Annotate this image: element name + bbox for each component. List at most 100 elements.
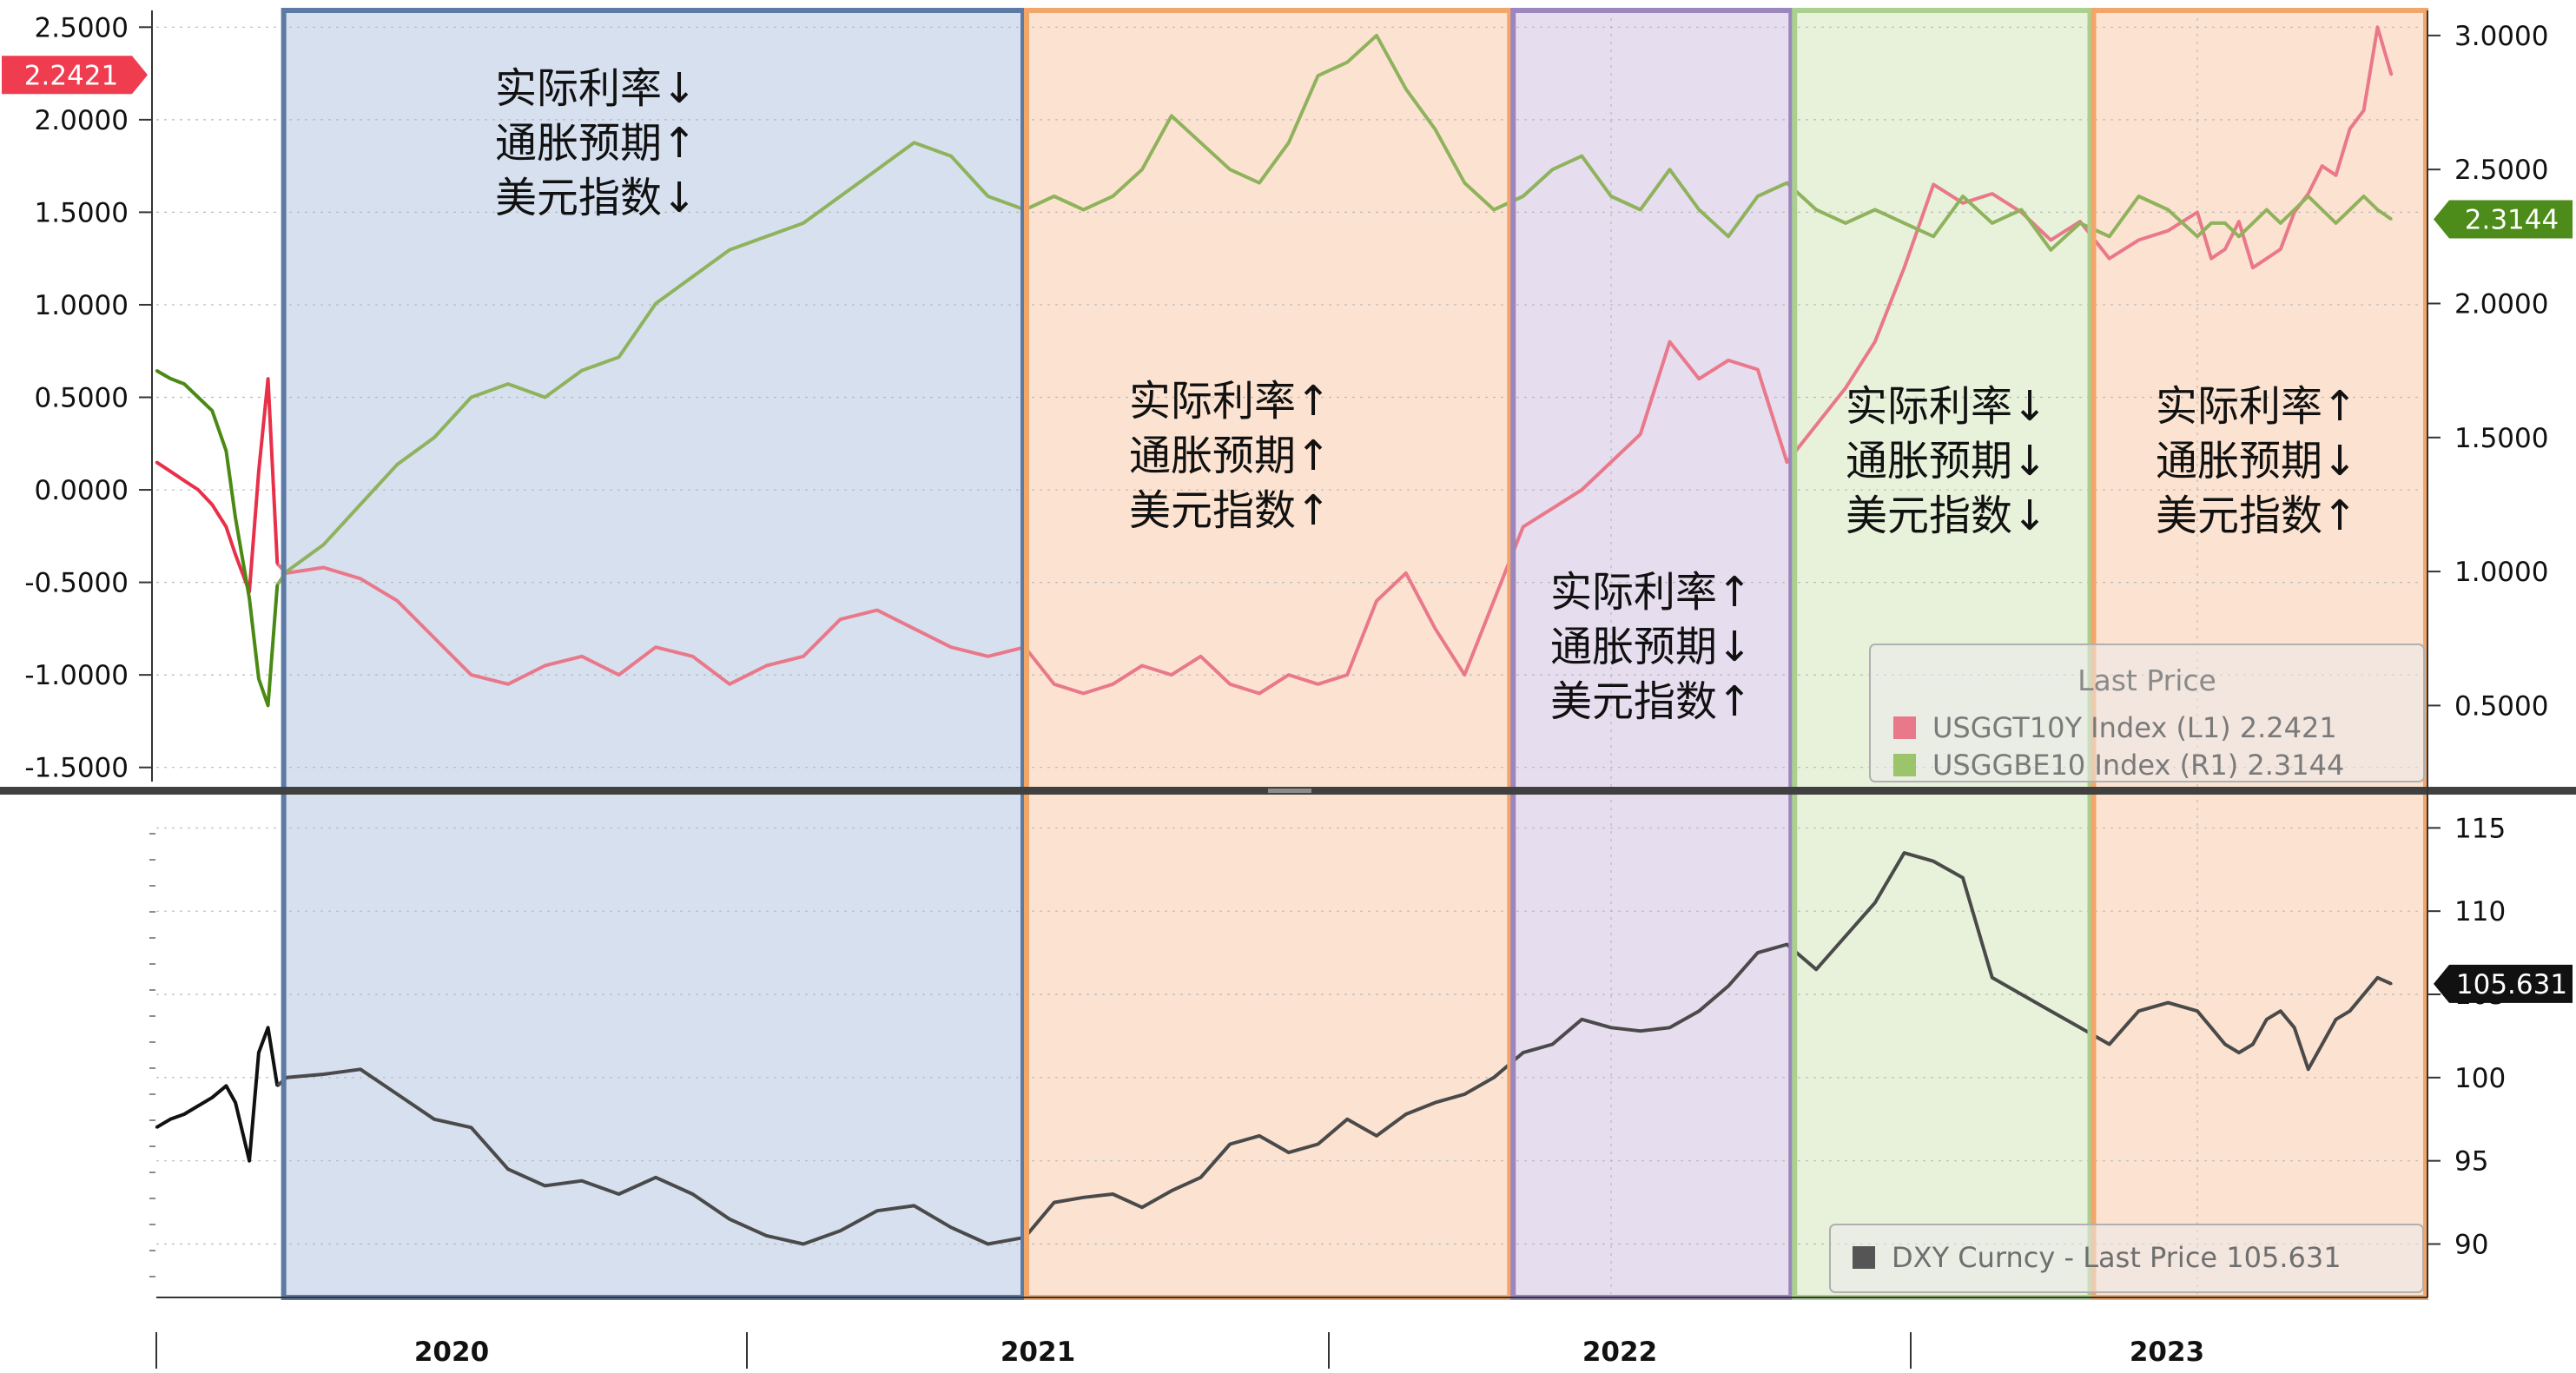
usggt10y-point: [1698, 378, 1701, 380]
usggt10y-line-pre: [155, 377, 280, 594]
usggt10y-point: [2137, 239, 2140, 241]
usggbe10-point: [2223, 221, 2227, 225]
regime-2-label: 通胀预期↑: [1129, 432, 1331, 480]
usggbe10-point: [168, 377, 172, 380]
usggt10y-point: [182, 479, 186, 482]
usggbe10-point: [2020, 208, 2023, 211]
usggt10y-point: [2237, 220, 2241, 223]
usggbe10-point: [1082, 208, 1085, 211]
dxy-point: [1287, 1151, 1291, 1154]
usggbe10-point: [1229, 168, 1232, 171]
usggt10y-point: [1112, 683, 1114, 685]
dxy-point: [396, 1092, 399, 1096]
dxy-point: [1873, 901, 1876, 904]
usggt10y-point: [2390, 74, 2393, 76]
dxy-point: [2108, 1043, 2110, 1046]
left-tick-label: -1.5000: [24, 753, 129, 784]
usggt10y-point: [155, 460, 158, 464]
usggbe10-point: [2137, 195, 2140, 198]
usggbe10-point: [359, 503, 362, 506]
dxy-point: [2307, 1068, 2309, 1071]
usggt10y-point: [2321, 164, 2323, 168]
legend-top-box: [1869, 644, 2425, 782]
usggt10y-point: [1991, 192, 1993, 195]
dxy-point: [506, 1168, 510, 1171]
usggt10y-point: [470, 673, 472, 677]
usggt10y-point: [1727, 359, 1730, 362]
usggbe10-point: [257, 677, 261, 680]
dxy-point: [470, 1126, 472, 1129]
dxy-point: [2196, 1010, 2199, 1013]
usggbe10-point: [1961, 195, 1965, 198]
usggbe10-point: [2307, 195, 2309, 198]
dxy-point: [276, 1085, 279, 1087]
dxy-point: [1053, 1201, 1055, 1204]
usggt10y-point: [2335, 174, 2337, 176]
usggbe10-point: [1287, 142, 1291, 144]
last-price-label-usggt10y: 2.2421: [24, 60, 118, 91]
dxy-point: [1170, 1190, 1173, 1192]
usggbe10-point: [1668, 168, 1671, 171]
usggt10y-point: [1287, 673, 1291, 677]
dxy-point: [322, 1073, 325, 1076]
usggbe10-point: [580, 369, 584, 372]
regime-3-label: 实际利率↑: [1550, 568, 1752, 617]
dxy-point: [2362, 993, 2365, 996]
dxy-point: [1932, 860, 1935, 862]
usggbe10-point: [1873, 208, 1876, 211]
usggt10y-point: [875, 609, 879, 611]
dxy-point: [728, 1218, 731, 1221]
usggt10y-point: [1375, 599, 1378, 603]
dxy-point: [234, 1101, 237, 1104]
usggt10y-point: [1961, 201, 1965, 204]
right-tick-label-bottom: 100: [2454, 1063, 2506, 1094]
dxy-point: [2335, 1018, 2337, 1021]
legend-bottom-box: [1829, 1224, 2424, 1293]
usggt10y-point: [2209, 257, 2213, 260]
dxy-point: [913, 1205, 915, 1207]
usggbe10-point: [2376, 208, 2379, 211]
usggt10y-point: [257, 470, 261, 472]
left-tick-label: 2.5000: [35, 12, 129, 43]
regime-1-label: 实际利率↓: [495, 64, 697, 113]
dxy-point: [211, 1096, 214, 1099]
usggbe10-point: [322, 544, 325, 546]
usggbe10-point: [987, 195, 989, 198]
dxy-point: [2209, 1026, 2213, 1029]
dxy-point: [182, 1112, 186, 1116]
panel-divider: [0, 787, 2576, 795]
usggbe10-point: [1170, 115, 1173, 117]
dxy-point: [1961, 876, 1965, 879]
usggbe10-point: [1639, 208, 1641, 211]
usggbe10-point: [1434, 128, 1437, 131]
dxy-point: [1258, 1134, 1261, 1138]
usggbe10-point: [1609, 195, 1613, 198]
dxy-point: [1609, 1026, 1613, 1029]
dxy-point: [359, 1068, 362, 1071]
usggt10y-point: [359, 578, 362, 580]
usggt10y-point: [1170, 673, 1173, 677]
usggbe10-point: [875, 168, 879, 171]
legend-top-entry: USGGT10Y Index (L1) 2.2421: [1932, 711, 2337, 744]
usggt10y-point: [1844, 386, 1847, 389]
dxy-point: [654, 1176, 657, 1179]
x-tick-label: 2020: [414, 1337, 489, 1368]
usggt10y-point: [580, 655, 584, 657]
usggbe10-point: [2362, 195, 2365, 198]
usggbe10-point: [225, 450, 228, 452]
legend-top-swatch: [1893, 754, 1916, 776]
usggt10y-point: [544, 664, 546, 667]
usggt10y-point: [2376, 26, 2379, 29]
usggt10y-point: [765, 664, 768, 667]
usggbe10-point: [728, 248, 731, 251]
left-tick-label: 0.5000: [35, 383, 129, 414]
dxy-point: [2279, 1010, 2282, 1013]
usggt10y-point: [1140, 664, 1144, 667]
dxy-point: [267, 1026, 269, 1029]
usggt10y-point: [197, 488, 200, 492]
panel-divider-handle: [1268, 789, 1311, 793]
dxy-point: [1463, 1092, 1466, 1096]
usggt10y-point: [839, 618, 842, 621]
usggbe10-point: [1815, 208, 1818, 211]
usggt10y-point: [728, 683, 731, 685]
